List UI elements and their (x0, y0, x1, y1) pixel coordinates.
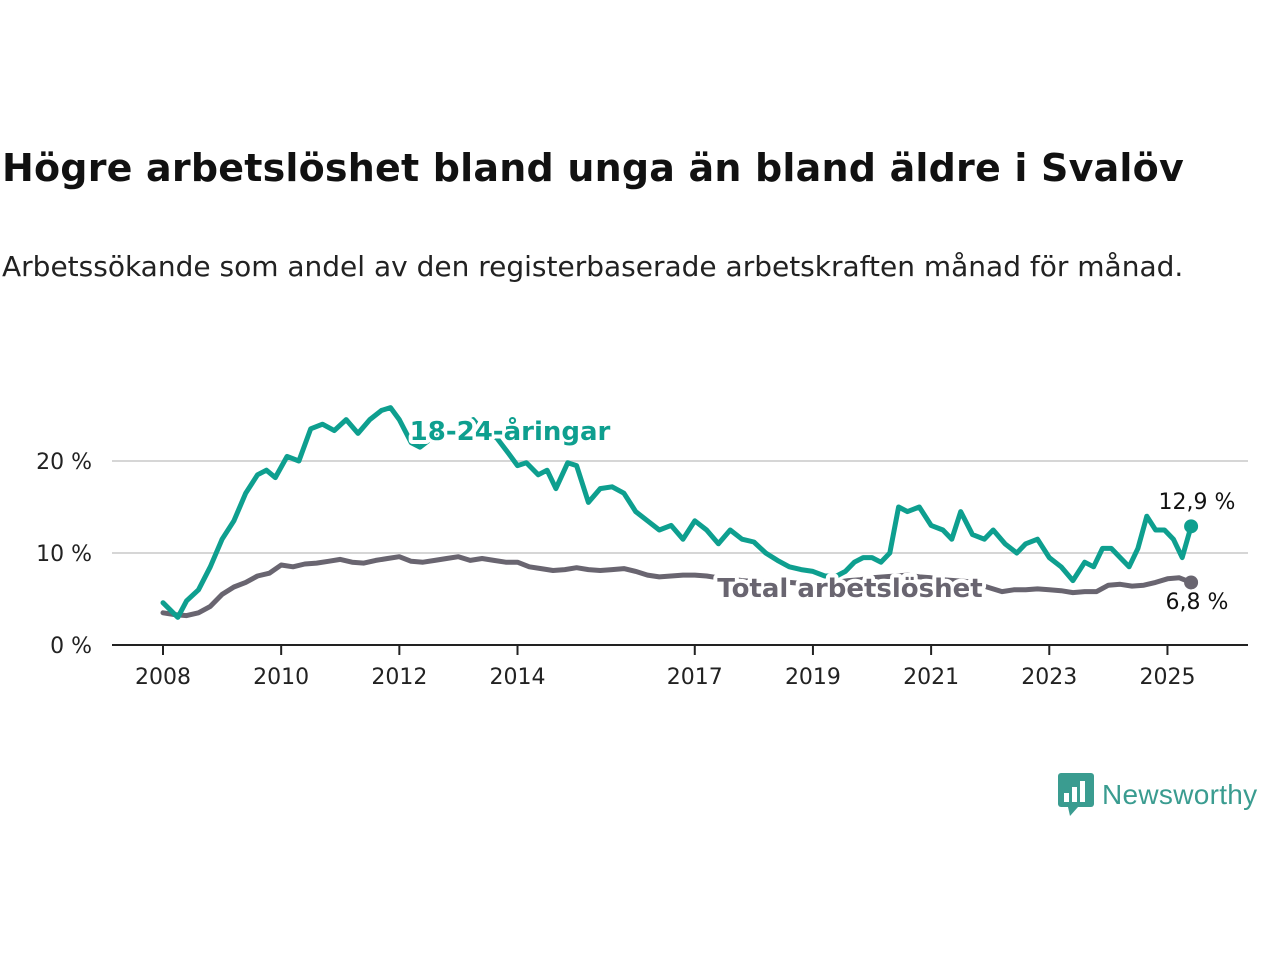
newsworthy-logo: Newsworthy (1058, 773, 1257, 817)
x-tick-label: 2014 (490, 665, 546, 690)
bar-chart-speech-bubble-icon (1058, 773, 1094, 816)
x-tick-label: 2012 (371, 665, 427, 690)
y-tick-label: 0 % (50, 634, 92, 659)
series-end-marker (1184, 575, 1199, 590)
y-tick-label: 10 % (36, 542, 92, 567)
series-end-label: 6,8 % (1166, 590, 1229, 615)
x-tick-label: 2017 (667, 665, 723, 690)
x-tick-label: 2008 (135, 665, 191, 690)
series-labels: 18-24-åringar Total arbetslöshet 12,9 % 6,8… (406, 411, 1239, 618)
x-tick-label: 2021 (903, 665, 959, 690)
x-tick-label: 2010 (253, 665, 309, 690)
chart-subtitle: Arbetssökande som andel av den registerb… (2, 250, 1184, 283)
series-name-label: 18-24-åringar (410, 415, 611, 447)
series-line-0 (160, 405, 1194, 620)
series-end-label: 12,9 % (1159, 490, 1236, 515)
series-end-marker (1184, 519, 1199, 534)
chart-title: Högre arbetslöshet bland unga än bland ä… (2, 146, 1184, 190)
x-tick-label: 2025 (1139, 665, 1195, 690)
y-tick-label: 20 % (36, 450, 92, 475)
brand-name: Newsworthy (1102, 779, 1258, 810)
x-axis: 2008 2010 2012 2014 2017 2019 2021 2023 2025 (112, 644, 1248, 690)
x-tick-label: 2023 (1021, 665, 1077, 690)
y-axis: 0 % 10 % 20 % (36, 450, 92, 659)
series-name-label: Total arbetslöshet (717, 574, 982, 604)
series-lines (160, 405, 1199, 620)
x-tick-label: 2019 (785, 665, 841, 690)
series-line-1 (160, 554, 1194, 619)
